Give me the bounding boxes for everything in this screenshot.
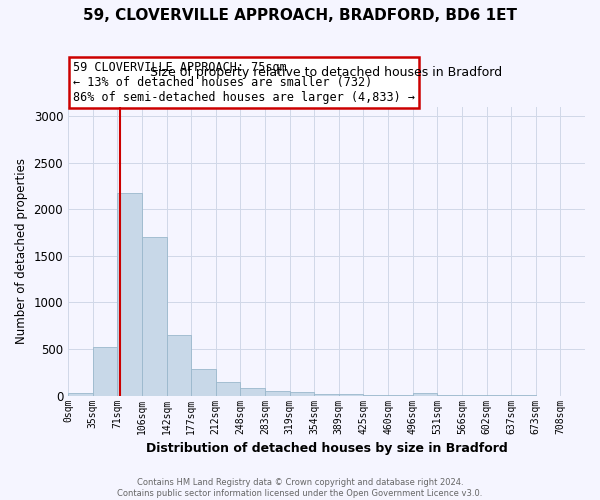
Y-axis label: Number of detached properties: Number of detached properties	[15, 158, 28, 344]
Title: Size of property relative to detached houses in Bradford: Size of property relative to detached ho…	[151, 66, 503, 80]
Bar	[339, 394, 364, 396]
Text: 59 CLOVERVILLE APPROACH: 75sqm
← 13% of detached houses are smaller (732)
86% of: 59 CLOVERVILLE APPROACH: 75sqm ← 13% of …	[73, 61, 415, 104]
Bar	[167, 335, 191, 396]
Bar	[142, 238, 167, 396]
Bar	[216, 382, 241, 396]
Bar	[413, 394, 437, 396]
Bar	[191, 368, 216, 396]
Bar	[68, 393, 92, 396]
X-axis label: Distribution of detached houses by size in Bradford: Distribution of detached houses by size …	[146, 442, 508, 455]
Bar	[290, 392, 314, 396]
Bar	[388, 394, 413, 396]
Bar	[314, 394, 339, 396]
Bar	[364, 394, 388, 396]
Text: 59, CLOVERVILLE APPROACH, BRADFORD, BD6 1ET: 59, CLOVERVILLE APPROACH, BRADFORD, BD6 …	[83, 8, 517, 22]
Bar	[117, 192, 142, 396]
Bar	[241, 388, 265, 396]
Bar	[92, 347, 117, 396]
Text: Contains HM Land Registry data © Crown copyright and database right 2024.
Contai: Contains HM Land Registry data © Crown c…	[118, 478, 482, 498]
Bar	[265, 391, 290, 396]
